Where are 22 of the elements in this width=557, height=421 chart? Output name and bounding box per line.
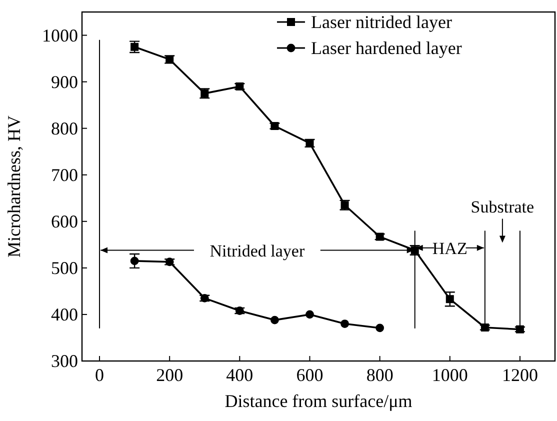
y-tick-label: 700 xyxy=(51,164,78,185)
y-tick-label: 400 xyxy=(51,304,78,324)
y-tick-label: 600 xyxy=(51,211,78,232)
legend-label: Laser nitrided layer xyxy=(311,12,452,32)
x-tick-label: 800 xyxy=(366,365,394,385)
x-tick-label: 0 xyxy=(95,365,104,385)
y-axis-title: Microhardness, HV xyxy=(4,116,24,258)
annotation: Substrate xyxy=(470,198,534,217)
x-tick-label: 1200 xyxy=(502,365,538,385)
y-tick-label: 800 xyxy=(51,118,78,138)
legend-label: Laser hardened layer xyxy=(311,38,462,58)
x-tick-label: 400 xyxy=(226,365,254,385)
annotation: Nitrided layer xyxy=(210,241,305,260)
y-tick-label: 900 xyxy=(51,72,78,92)
x-tick-label: 200 xyxy=(156,365,184,385)
y-tick-label: 1000 xyxy=(42,25,78,46)
x-tick-label: 1000 xyxy=(432,365,468,385)
x-axis-title: Distance from surface/μm xyxy=(224,391,412,411)
x-tick-label: 600 xyxy=(296,365,324,385)
y-tick-label: 500 xyxy=(51,258,78,278)
annotation: HAZ xyxy=(432,238,468,258)
y-tick-label: 300 xyxy=(51,351,78,371)
